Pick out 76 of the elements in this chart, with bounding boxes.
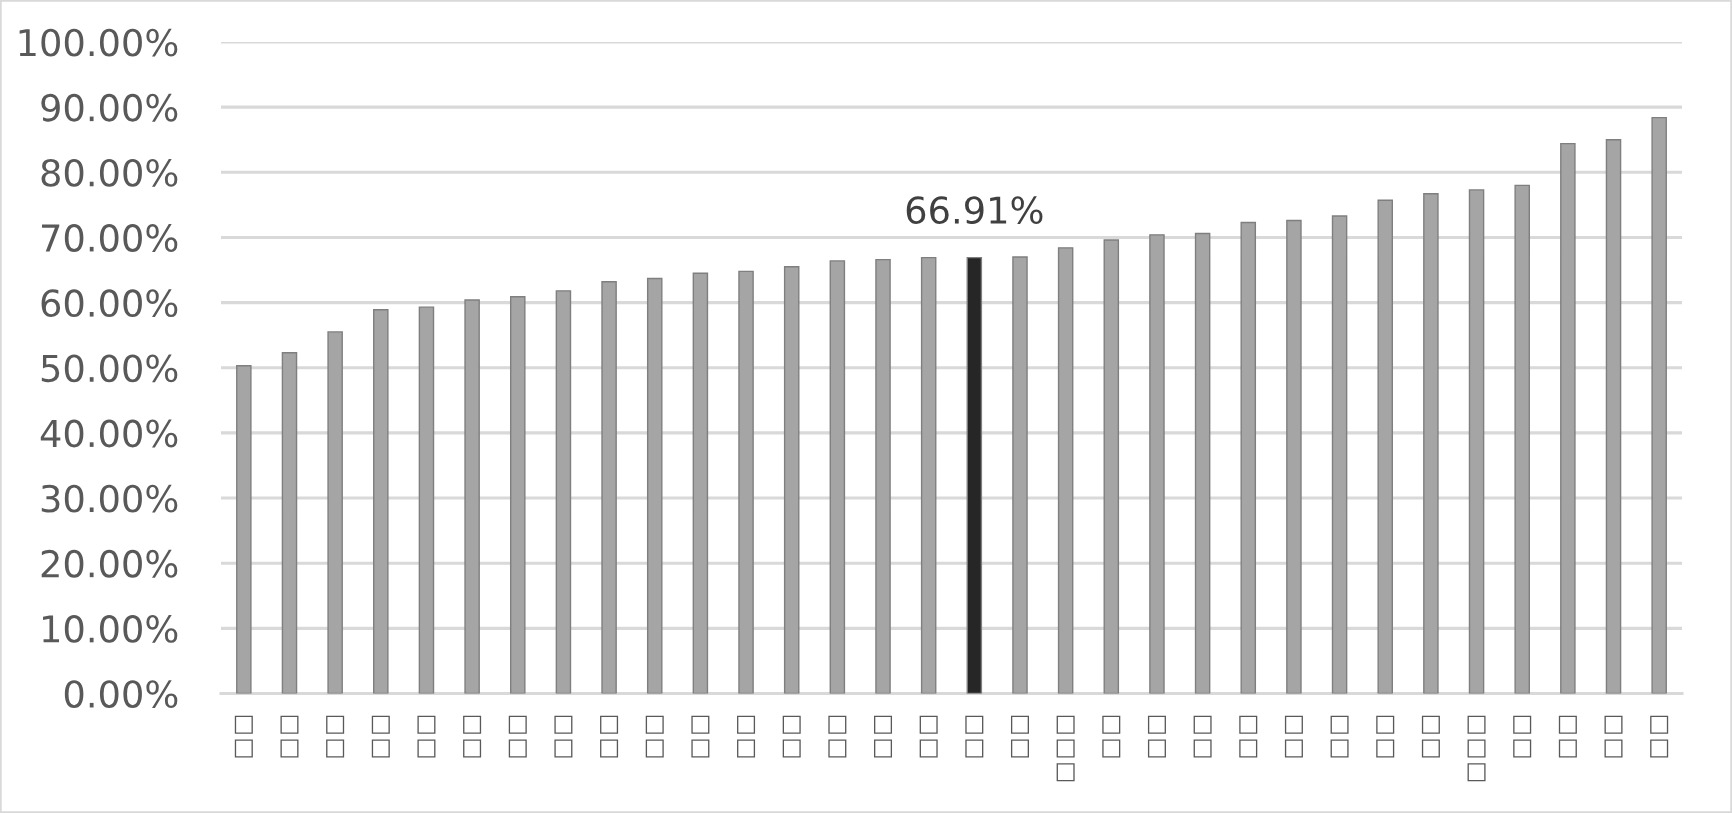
bar [966,256,983,694]
y-tick-label: 50.00% [41,354,178,383]
bar [692,272,709,694]
x-tick-label: □□ [1102,715,1121,758]
bar [1240,221,1257,694]
y-tick-label: 0.00% [64,680,178,709]
y-tick-label: 90.00% [41,93,178,122]
x-tick-label: □□□ [1056,715,1075,782]
bar [281,352,298,694]
x-tick-label: □□ [737,715,756,758]
x-tick-label: □□ [234,715,253,758]
x-tick-label: □□ [326,715,345,758]
bar [1514,184,1530,694]
x-tick-label: □□ [1604,715,1623,758]
bar [1103,239,1120,694]
x-tick-label: □□ [1193,715,1212,758]
x-tick-label: □□□ [1467,715,1486,782]
y-tick-label: 70.00% [42,224,178,252]
bar [1605,139,1622,694]
y-tick-label: 60.00% [41,289,178,318]
bar [1651,116,1667,694]
bar [373,309,389,694]
x-tick-label: □□ [508,715,527,758]
bar [829,260,846,694]
x-tick-label: □□ [463,715,482,758]
y-tick-label: 100.00% [19,28,178,57]
bar [783,266,800,694]
bar [1057,247,1074,694]
x-tick-label: □□ [371,715,390,758]
x-tick-label: □□ [1558,715,1577,758]
bar [236,365,252,694]
bar [646,277,663,694]
x-tick-label: □□ [1376,715,1395,758]
x-tick-label: □□ [1650,715,1669,758]
y-tick-label: 10.00% [43,615,178,643]
x-tick-label: □□ [874,715,893,758]
y-tick-label: 80.00% [41,158,178,187]
y-tick-label: 20.00% [41,549,178,578]
x-tick-label: □□ [645,715,664,758]
x-tick-label: □□ [919,715,938,758]
y-tick-label: 40.00% [40,419,178,448]
bar [738,270,754,694]
x-tick-label: □□ [828,715,847,758]
bar [555,290,572,694]
bar [327,331,343,694]
bar [920,256,937,694]
bar [1149,234,1165,694]
bar [418,306,435,694]
bar [601,281,617,694]
bar [1286,219,1302,694]
x-tick-label: □□ [691,715,710,758]
x-tick-label: □□ [1284,715,1303,758]
x-tick-label: □□ [1239,715,1258,758]
bar [509,296,526,694]
x-tick-label: □□ [554,715,573,758]
x-tick-label: □□ [1421,715,1440,758]
x-tick-label: □□ [1147,715,1166,758]
bar [1194,232,1211,694]
bar [1560,142,1576,694]
x-tick-label: □□ [965,715,984,758]
data-label: 66.91% [906,196,1043,225]
x-tick-label: □□ [782,715,801,758]
bar [464,299,480,694]
bar [1423,193,1439,694]
bar [875,258,891,694]
x-tick-label: □□ [1010,715,1029,758]
bar [1377,199,1394,694]
x-tick-label: □□ [600,715,619,758]
x-tick-label: □□ [1513,715,1532,758]
bar [1468,189,1485,694]
bar [1331,215,1348,694]
x-tick-label: □□ [417,715,436,758]
x-tick-label: □□ [1330,715,1349,758]
x-tick-label: □□ [280,715,299,758]
y-tick-label: 30.00% [41,484,178,513]
bar [1012,256,1028,694]
